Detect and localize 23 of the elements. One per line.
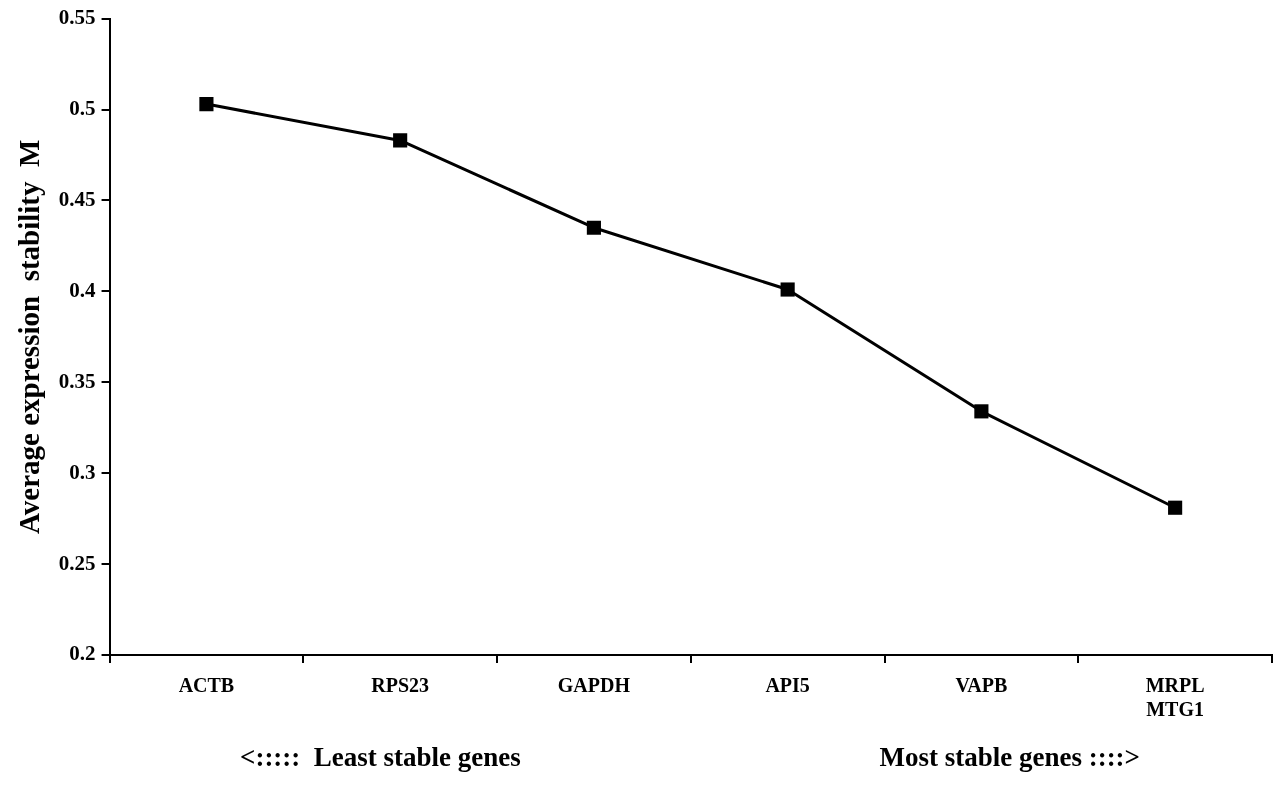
x-tick-label: MRPL MTG1 — [1145, 674, 1205, 721]
y-tick-label: 0.4 — [69, 277, 97, 302]
y-tick-label: 0.5 — [69, 95, 96, 120]
y-tick-label: 0.45 — [58, 186, 96, 211]
point — [199, 96, 214, 112]
y-tick-label: 0.55 — [58, 5, 96, 30]
y-tick-label: 0.35 — [58, 368, 96, 393]
x-tick-label: ACTB — [178, 674, 235, 697]
point — [974, 404, 989, 419]
point — [393, 133, 408, 148]
y-tick-label: 0.25 — [58, 550, 96, 575]
x-tick-label: GAPDH — [557, 674, 631, 697]
x-tick-label: API5 — [765, 674, 810, 697]
y-axis-title: Average expression stability M — [12, 139, 45, 534]
text: <::::: Least stable genes — [240, 742, 521, 773]
y-tick-label: 0.3 — [69, 459, 96, 484]
x-tick-label: VAPB — [955, 674, 1008, 697]
text: Most stable genes ::::> — [879, 742, 1140, 773]
point — [586, 220, 601, 235]
x-tick-label: RPS23 — [371, 674, 430, 697]
point — [1168, 500, 1183, 515]
point — [780, 282, 795, 297]
y-tick-label: 0.2 — [69, 641, 96, 666]
